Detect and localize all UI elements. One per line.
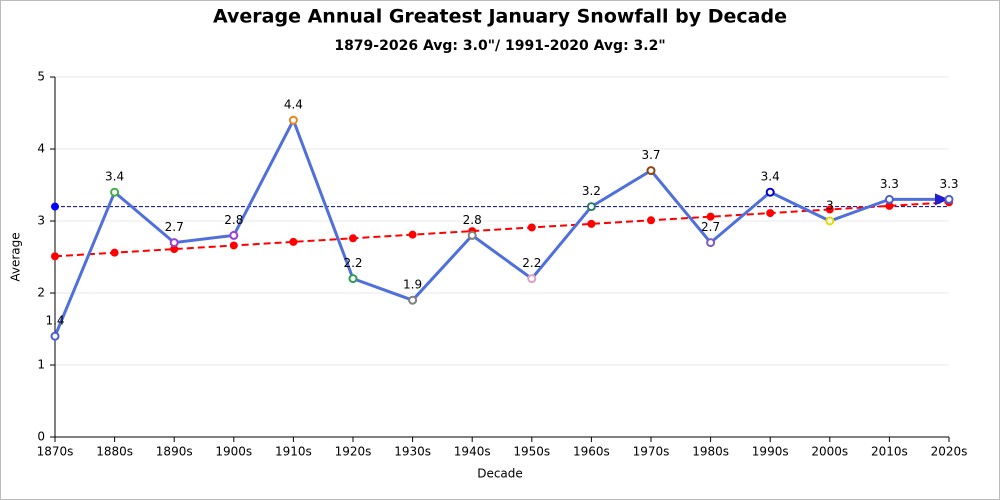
point xyxy=(706,212,715,221)
point xyxy=(110,187,120,197)
point xyxy=(647,216,655,225)
y-tick-label: 4 xyxy=(37,142,45,156)
series-line xyxy=(53,116,949,337)
data-label: 3.2 xyxy=(582,184,601,198)
point xyxy=(527,274,537,284)
y-tick-label: 0 xyxy=(37,430,45,444)
data-label: 2.8 xyxy=(463,213,482,227)
x-tick-label: 1950s xyxy=(513,445,550,459)
x-tick-label: 1930s xyxy=(394,445,431,459)
series-line xyxy=(54,201,950,258)
point xyxy=(765,187,775,197)
point xyxy=(587,219,596,228)
x-tick-label: 1920s xyxy=(335,445,372,459)
data-label: 2.2 xyxy=(522,256,541,270)
point xyxy=(288,115,298,125)
x-tick-label: 1980s xyxy=(692,445,729,459)
point xyxy=(825,216,835,226)
reference-dot xyxy=(51,202,59,211)
point xyxy=(170,245,179,254)
data-label: 3.4 xyxy=(761,170,780,184)
point xyxy=(527,223,536,232)
point xyxy=(766,209,775,218)
point xyxy=(944,194,954,204)
point xyxy=(885,201,894,210)
x-tick-label: 2020s xyxy=(931,445,968,459)
x-axis-label: Decade xyxy=(477,467,523,481)
x-tick-label: 1900s xyxy=(215,445,252,459)
point xyxy=(825,205,834,214)
x-tick-label: 2010s xyxy=(871,445,908,459)
point xyxy=(51,252,59,261)
point xyxy=(884,194,894,204)
point xyxy=(289,237,298,246)
y-tick-label: 2 xyxy=(37,286,45,300)
data-label: 1.9 xyxy=(403,278,422,292)
data-label: 3 xyxy=(826,199,834,213)
x-tick-label: 1870s xyxy=(37,445,74,459)
data-label: 2.7 xyxy=(165,220,184,234)
chart-title: Average Annual Greatest January Snowfall… xyxy=(213,6,787,28)
data-label: 3.3 xyxy=(939,177,958,191)
point xyxy=(706,238,716,248)
y-tick-label: 3 xyxy=(37,214,45,228)
point xyxy=(349,234,357,243)
x-tick-label: 1910s xyxy=(275,445,312,459)
point xyxy=(408,295,418,305)
line-arrow xyxy=(935,193,949,206)
y-axis-label: Average xyxy=(9,232,23,281)
x-tick-label: 1880s xyxy=(96,445,133,459)
x-tick-label: 1970s xyxy=(633,445,670,459)
point xyxy=(408,230,417,239)
point xyxy=(467,230,477,240)
data-label: 1.4 xyxy=(45,314,64,328)
data-label: 3.4 xyxy=(105,170,124,184)
data-label: 3.7 xyxy=(641,148,660,162)
point xyxy=(348,274,358,284)
data-label: 4.4 xyxy=(284,98,303,112)
point xyxy=(586,202,596,212)
y-tick-label: 1 xyxy=(37,358,45,372)
data-label: 3.3 xyxy=(880,177,899,191)
point xyxy=(229,230,239,240)
data-label: 2.2 xyxy=(343,256,362,270)
chart-subtitle: 1879-2026 Avg: 3.0"/ 1991-2020 Avg: 3.2" xyxy=(334,38,665,54)
point xyxy=(646,166,656,176)
point xyxy=(50,331,60,341)
x-tick-label: 1990s xyxy=(752,445,789,459)
point xyxy=(229,241,238,250)
point xyxy=(169,238,179,248)
y-tick-label: 5 xyxy=(37,70,45,84)
data-label: 2.7 xyxy=(701,220,720,234)
x-tick-label: 1960s xyxy=(573,445,610,459)
x-tick-label: 2000s xyxy=(811,445,848,459)
x-tick-label: 1940s xyxy=(454,445,491,459)
x-tick-label: 1890s xyxy=(156,445,193,459)
point xyxy=(110,248,119,257)
data-label: 2.8 xyxy=(224,213,243,227)
